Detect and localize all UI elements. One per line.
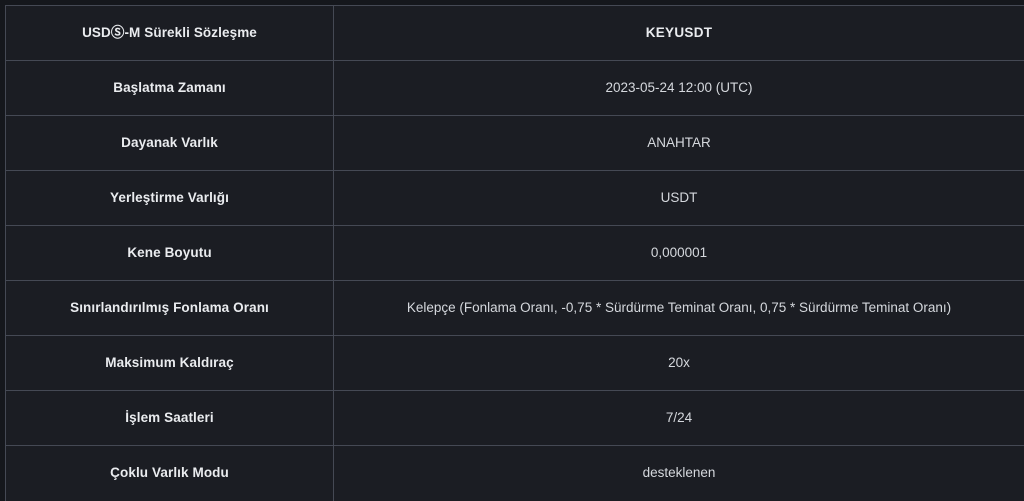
row-label: Maksimum Kaldıraç (6, 336, 334, 391)
row-label: İşlem Saatleri (6, 391, 334, 446)
row-value: 0,000001 (334, 226, 1024, 281)
row-value: desteklenen (334, 446, 1024, 501)
table-row: Maksimum Kaldıraç 20x (6, 336, 1024, 391)
page-container: USDⓈ-M Sürekli Sözleşme KEYUSDT Başlatma… (0, 0, 1024, 489)
table-body: USDⓈ-M Sürekli Sözleşme KEYUSDT Başlatma… (6, 6, 1024, 501)
row-value: 20x (334, 336, 1024, 391)
table-row: Sınırlandırılmış Fonlama Oranı Kelepçe (… (6, 281, 1024, 336)
row-value: Kelepçe (Fonlama Oranı, -0,75 * Sürdürme… (334, 281, 1024, 336)
row-value: ANAHTAR (334, 116, 1024, 171)
row-label: Başlatma Zamanı (6, 61, 334, 116)
row-value: 7/24 (334, 391, 1024, 446)
row-label: Sınırlandırılmış Fonlama Oranı (6, 281, 334, 336)
row-value: USDT (334, 171, 1024, 226)
header-label-cell: USDⓈ-M Sürekli Sözleşme (6, 6, 334, 61)
row-value: 2023-05-24 12:00 (UTC) (334, 61, 1024, 116)
table-row: Çoklu Varlık Modu desteklenen (6, 446, 1024, 501)
table-row: Dayanak Varlık ANAHTAR (6, 116, 1024, 171)
table-row: Yerleştirme Varlığı USDT (6, 171, 1024, 226)
table-row: İşlem Saatleri 7/24 (6, 391, 1024, 446)
row-label: Çoklu Varlık Modu (6, 446, 334, 501)
row-label: Yerleştirme Varlığı (6, 171, 334, 226)
table-row: Kene Boyutu 0,000001 (6, 226, 1024, 281)
header-value-cell: KEYUSDT (334, 6, 1024, 61)
table-row: Başlatma Zamanı 2023-05-24 12:00 (UTC) (6, 61, 1024, 116)
contract-specification-table: USDⓈ-M Sürekli Sözleşme KEYUSDT Başlatma… (5, 5, 1024, 501)
row-label: Dayanak Varlık (6, 116, 334, 171)
row-label: Kene Boyutu (6, 226, 334, 281)
table-header-row: USDⓈ-M Sürekli Sözleşme KEYUSDT (6, 6, 1024, 61)
